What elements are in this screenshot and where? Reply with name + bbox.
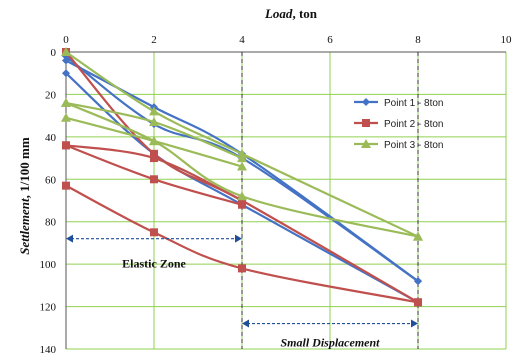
data-point bbox=[62, 181, 70, 190]
legend-label: Point 1 - 8ton bbox=[384, 98, 443, 109]
annotation-1: Elastic Zone bbox=[66, 234, 242, 271]
x-tick-label: 0 bbox=[63, 34, 69, 46]
x-tick-label: 4 bbox=[239, 34, 245, 46]
data-point bbox=[62, 141, 70, 150]
x-tick-label: 10 bbox=[501, 34, 513, 46]
x-tick-label: 6 bbox=[327, 34, 333, 46]
data-point bbox=[149, 136, 159, 146]
series-line bbox=[65, 101, 419, 238]
arrow-head bbox=[411, 319, 418, 328]
series-2 bbox=[62, 48, 422, 307]
data-point bbox=[61, 112, 71, 122]
arrow-head bbox=[235, 234, 242, 243]
data-point bbox=[238, 264, 246, 273]
data-point bbox=[361, 139, 371, 148]
data-point bbox=[362, 119, 370, 127]
y-tick-label: 60 bbox=[45, 174, 57, 186]
legend-item-3: Point 3 - 8ton bbox=[354, 139, 443, 151]
data-point bbox=[237, 191, 247, 201]
legend-item-1: Point 1 - 8ton bbox=[354, 98, 443, 109]
y-tick-label: 140 bbox=[40, 344, 57, 354]
data-point bbox=[413, 231, 423, 241]
legend-item-2: Point 2 - 8ton bbox=[354, 119, 443, 130]
data-point bbox=[150, 175, 158, 184]
data-point bbox=[237, 153, 247, 163]
annotation-label: Elastic Zone bbox=[122, 257, 186, 271]
y-tick-label: 0 bbox=[51, 47, 57, 59]
series-line bbox=[65, 184, 419, 304]
data-point bbox=[362, 98, 370, 106]
x-tick-label: 8 bbox=[415, 34, 421, 46]
series-3 bbox=[61, 47, 423, 241]
data-series bbox=[61, 47, 423, 307]
y-tick-label: 100 bbox=[40, 259, 57, 271]
x-axis-title: Load, ton bbox=[264, 6, 318, 21]
annotation-2: Small Displacement bbox=[242, 319, 418, 350]
arrow-head bbox=[242, 319, 249, 328]
annotations: Elastic Zone Small Displacement bbox=[66, 234, 418, 350]
data-point bbox=[238, 196, 246, 205]
data-point bbox=[150, 154, 158, 163]
data-point bbox=[150, 149, 158, 158]
data-point bbox=[150, 228, 158, 237]
legend: Point 1 - 8ton Point 2 - 8ton Point 3 - 8t… bbox=[354, 98, 443, 151]
data-point bbox=[414, 298, 422, 307]
y-tick-label: 20 bbox=[45, 89, 57, 101]
legend-label: Point 3 - 8ton bbox=[384, 140, 443, 151]
legend-label: Point 2 - 8ton bbox=[384, 119, 443, 130]
y-tick-label: 120 bbox=[40, 302, 57, 314]
x-tick-label: 2 bbox=[151, 34, 157, 46]
data-point bbox=[61, 97, 71, 107]
series-line bbox=[65, 51, 419, 304]
data-point bbox=[62, 69, 70, 78]
y-tick-label: 80 bbox=[45, 217, 57, 229]
data-point bbox=[149, 106, 159, 116]
series-line bbox=[65, 51, 419, 238]
series-line bbox=[65, 72, 419, 304]
data-point bbox=[237, 161, 247, 171]
annotation-label: Small Displacement bbox=[281, 336, 381, 350]
data-point bbox=[238, 200, 246, 209]
y-tick-label: 40 bbox=[45, 132, 57, 144]
data-point bbox=[149, 117, 159, 127]
y-axis-title: Settlement, 1/100 mm bbox=[17, 137, 32, 255]
data-point bbox=[61, 47, 71, 56]
arrow-head bbox=[66, 234, 73, 243]
data-point bbox=[414, 277, 422, 286]
